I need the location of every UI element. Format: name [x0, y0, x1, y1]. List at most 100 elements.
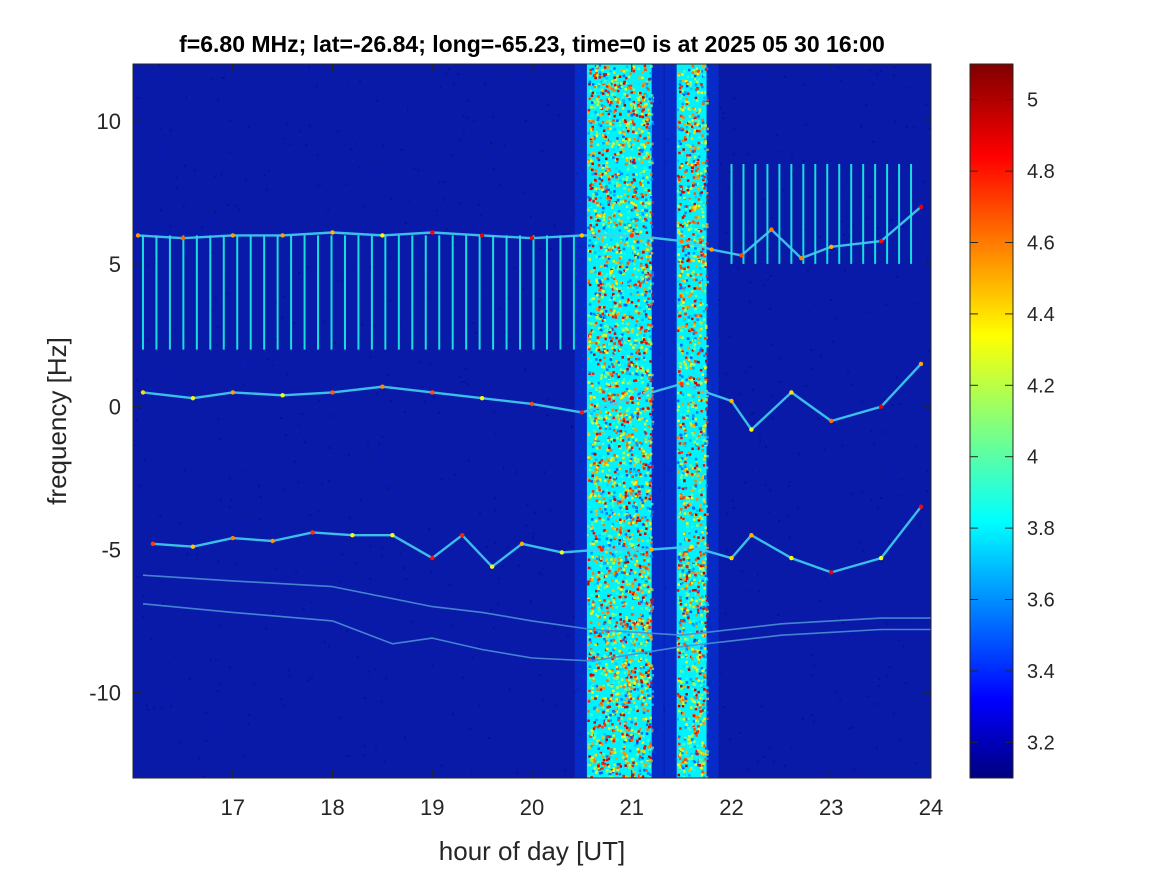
broadband-pixel — [635, 305, 638, 308]
noise-pixel — [891, 333, 894, 336]
noise-pixel — [147, 573, 150, 576]
noise-pixel — [214, 658, 217, 661]
broadband-pixel — [611, 263, 614, 266]
broadband-pixel — [635, 275, 638, 279]
broadband-pixel — [631, 635, 634, 638]
broadband-pixel — [651, 728, 654, 732]
broadband-pixel — [612, 293, 615, 296]
broadband-pixel — [603, 266, 607, 270]
noise-pixel — [915, 762, 918, 765]
noise-pixel — [404, 109, 407, 111]
noise-pixel — [501, 467, 504, 470]
broadband-pixel — [613, 477, 616, 481]
broadband-pixel — [613, 439, 616, 442]
noise-pixel — [539, 674, 542, 677]
noise-pixel — [493, 411, 496, 414]
broadband-pixel — [631, 592, 635, 596]
broadband-pixel — [630, 106, 633, 110]
broadband-pixel — [650, 748, 654, 751]
noise-pixel — [199, 153, 202, 156]
broadband-pixel — [625, 590, 628, 593]
noise-pixel — [216, 325, 219, 328]
noise-pixel — [760, 260, 763, 263]
noise-pixel — [403, 411, 406, 414]
noise-pixel — [767, 511, 770, 514]
broadband-pixel — [594, 417, 597, 420]
broadband-pixel — [625, 678, 628, 682]
broadband-pixel — [622, 149, 625, 153]
noise-pixel — [178, 416, 181, 418]
broadband-pixel — [645, 652, 648, 656]
broadband-pixel — [640, 570, 643, 573]
noise-pixel — [504, 626, 507, 629]
broadband-pixel — [618, 203, 621, 206]
broadband-pixel — [638, 766, 642, 770]
broadband-pixel — [616, 74, 619, 78]
broadband-pixel — [647, 407, 650, 410]
noise-pixel — [317, 510, 320, 513]
noise-pixel — [829, 427, 832, 430]
broadband-pixel — [639, 107, 642, 111]
broadband-pixel — [639, 239, 643, 243]
broadband-pixel — [650, 610, 653, 613]
noise-pixel — [726, 392, 729, 395]
broadband-pixel — [640, 143, 643, 146]
noise-pixel — [263, 174, 266, 176]
noise-pixel — [341, 563, 344, 566]
broadband-pixel — [607, 178, 611, 181]
broadband-pixel — [606, 483, 609, 487]
noise-pixel — [806, 96, 809, 99]
broadband-pixel — [627, 766, 631, 769]
broadband-pixel — [607, 372, 611, 375]
broadband-pixel — [626, 401, 629, 405]
noise-pixel — [809, 265, 812, 268]
broadband-pixel — [622, 433, 625, 436]
noise-pixel — [925, 767, 928, 770]
broadband-pixel — [647, 559, 650, 562]
broadband-pixel — [616, 670, 620, 674]
broadband-pixel — [651, 703, 654, 706]
broadband-pixel — [593, 442, 597, 445]
broadband-pixel — [629, 423, 633, 427]
broadband-pixel — [601, 532, 604, 535]
broadband-pixel — [651, 387, 654, 390]
broadband-pixel — [607, 257, 611, 260]
broadband-pixel — [607, 491, 611, 495]
noise-pixel — [576, 131, 579, 134]
broadband-pixel — [620, 333, 624, 337]
broadband-pixel — [636, 400, 639, 403]
broadband-pixel — [643, 334, 646, 337]
broadband-pixel — [643, 166, 647, 169]
noise-pixel — [904, 681, 907, 684]
broadband-pixel — [596, 214, 600, 217]
broadband-pixel — [614, 109, 617, 112]
broadband-pixel — [606, 562, 609, 565]
noise-pixel — [925, 103, 928, 106]
broadband-pixel — [617, 581, 620, 585]
broadband-pixel — [631, 518, 635, 521]
broadband-pixel — [622, 451, 625, 455]
broadband-pixel — [623, 144, 626, 147]
broadband-pixel — [589, 335, 592, 338]
broadband-pixel — [629, 448, 633, 452]
noise-pixel — [190, 245, 193, 248]
broadband-pixel — [602, 666, 605, 670]
broadband-pixel — [607, 112, 611, 116]
broadband-pixel — [636, 588, 640, 591]
noise-pixel — [244, 470, 247, 473]
broadband-pixel — [598, 507, 602, 511]
broadband-pixel — [603, 126, 606, 129]
broadband-pixel — [591, 538, 594, 541]
broadband-pixel — [645, 488, 648, 492]
noise-pixel — [438, 76, 441, 78]
broadband-pixel — [646, 728, 649, 731]
noise-pixel — [708, 706, 711, 709]
noise-pixel — [758, 590, 761, 593]
broadband-pixel — [618, 445, 621, 448]
broadband-pixel — [629, 554, 633, 558]
noise-pixel — [773, 581, 776, 584]
broadband-pixel — [605, 537, 609, 541]
broadband-pixel — [644, 205, 647, 208]
broadband-pixel — [603, 345, 606, 349]
noise-pixel — [274, 129, 277, 132]
